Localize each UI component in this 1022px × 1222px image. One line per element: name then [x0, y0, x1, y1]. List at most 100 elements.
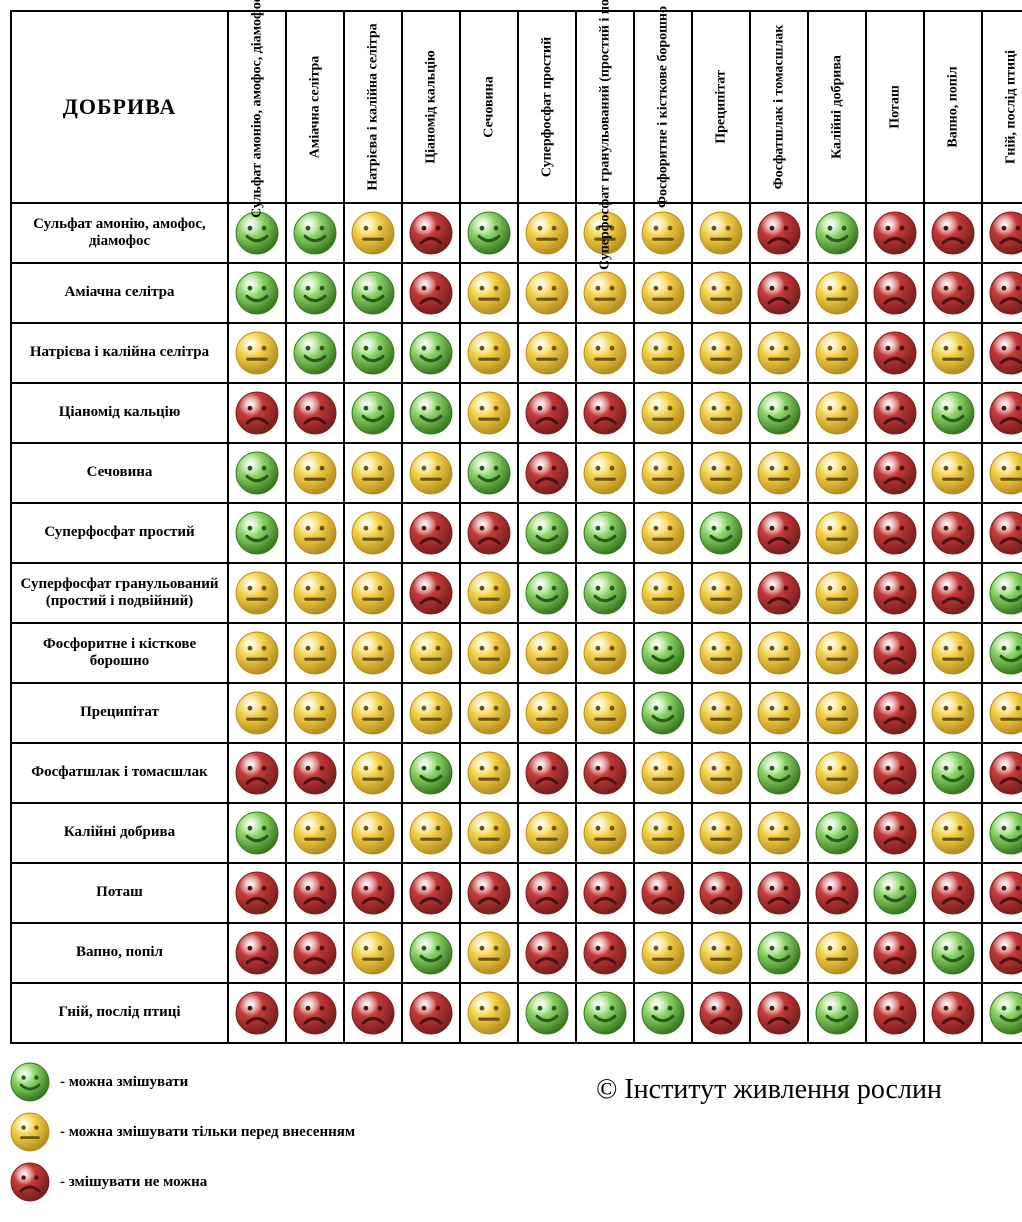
- neutral-icon: [983, 691, 1022, 735]
- compatibility-cell: [808, 923, 866, 983]
- frown-icon: [577, 751, 633, 795]
- compatibility-cell: [750, 623, 808, 683]
- smile-icon: [809, 211, 865, 255]
- row-header: Натрієва і калійна селітра: [11, 323, 228, 383]
- compatibility-cell: [750, 203, 808, 263]
- compatibility-cell: [286, 443, 344, 503]
- neutral-icon: [287, 691, 343, 735]
- compatibility-cell: [750, 863, 808, 923]
- smile-icon: [403, 931, 459, 975]
- neutral-icon: [345, 211, 401, 255]
- smile-icon: [925, 751, 981, 795]
- neutral-icon: [693, 571, 749, 615]
- compatibility-cell: [634, 743, 692, 803]
- frown-icon: [403, 511, 459, 555]
- compatibility-cell: [576, 443, 634, 503]
- table-row: Преципітат: [11, 683, 1022, 743]
- compatibility-cell: [808, 323, 866, 383]
- compatibility-cell: [460, 263, 518, 323]
- compatibility-cell: [460, 383, 518, 443]
- frown-icon: [403, 211, 459, 255]
- compatibility-cell: [518, 323, 576, 383]
- compatibility-cell: [692, 443, 750, 503]
- smile-icon: [519, 511, 575, 555]
- compatibility-cell: [460, 443, 518, 503]
- compatibility-cell: [286, 323, 344, 383]
- compatibility-cell: [460, 683, 518, 743]
- neutral-icon: [635, 811, 691, 855]
- compatibility-cell: [518, 263, 576, 323]
- smile-icon: [693, 511, 749, 555]
- compatibility-cell: [634, 983, 692, 1043]
- neutral-icon: [635, 451, 691, 495]
- frown-icon: [519, 391, 575, 435]
- compatibility-cell: [286, 383, 344, 443]
- neutral-icon: [635, 211, 691, 255]
- smile-icon: [287, 211, 343, 255]
- frown-icon: [519, 451, 575, 495]
- compatibility-cell: [518, 923, 576, 983]
- column-header-label: Калійні добрива: [829, 55, 844, 159]
- smile-icon: [287, 271, 343, 315]
- legend-item: - змішувати не можна: [10, 1162, 496, 1202]
- row-header: Калійні добрива: [11, 803, 228, 863]
- column-header: Фосфатшлак і томасшлак: [750, 11, 808, 203]
- frown-icon: [867, 391, 923, 435]
- compatibility-cell: [634, 443, 692, 503]
- column-header-label: Суперфосфат гранульований (простий і под…: [597, 0, 612, 270]
- column-header: Ціаномід кальцію: [402, 11, 460, 203]
- compatibility-cell: [866, 383, 924, 443]
- neutral-icon: [751, 631, 807, 675]
- compatibility-cell: [402, 323, 460, 383]
- compatibility-cell: [750, 983, 808, 1043]
- compatibility-cell: [344, 803, 402, 863]
- table-title-cell: ДОБРИВА: [11, 11, 228, 203]
- compatibility-cell: [982, 983, 1022, 1043]
- column-header-label: Аміачна селітра: [307, 56, 322, 159]
- column-header: Вапно, попіл: [924, 11, 982, 203]
- table-title: ДОБРИВА: [63, 94, 177, 119]
- compatibility-cell: [634, 263, 692, 323]
- compatibility-cell: [982, 383, 1022, 443]
- compatibility-cell: [518, 383, 576, 443]
- compatibility-cell: [982, 263, 1022, 323]
- compatibility-cell: [286, 743, 344, 803]
- compatibility-cell: [982, 623, 1022, 683]
- table-row: Сульфат амонію, амофос, діамофос: [11, 203, 1022, 263]
- neutral-icon: [287, 451, 343, 495]
- neutral-icon: [925, 691, 981, 735]
- smile-icon: [403, 331, 459, 375]
- compatibility-cell: [808, 443, 866, 503]
- neutral-icon: [809, 751, 865, 795]
- compatibility-cell: [228, 563, 286, 623]
- compatibility-cell: [924, 803, 982, 863]
- neutral-icon: [519, 631, 575, 675]
- compatibility-cell: [402, 203, 460, 263]
- legend-item: - можна змішувати: [10, 1062, 496, 1102]
- column-header-label: Поташ: [887, 85, 902, 129]
- frown-icon: [229, 871, 285, 915]
- compatibility-cell: [808, 623, 866, 683]
- compatibility-cell: [518, 623, 576, 683]
- neutral-icon: [809, 511, 865, 555]
- compatibility-cell: [982, 683, 1022, 743]
- compatibility-cell: [402, 863, 460, 923]
- frown-icon: [867, 931, 923, 975]
- column-header-label: Гній, послід птиці: [1003, 50, 1018, 164]
- compatibility-cell: [634, 203, 692, 263]
- compatibility-cell: [518, 203, 576, 263]
- frown-icon: [867, 691, 923, 735]
- frown-icon: [693, 991, 749, 1035]
- neutral-icon: [287, 631, 343, 675]
- frown-icon: [867, 751, 923, 795]
- compatibility-cell: [634, 383, 692, 443]
- smile-icon: [287, 331, 343, 375]
- compatibility-cell: [808, 263, 866, 323]
- compatibility-cell: [692, 623, 750, 683]
- frown-icon: [519, 931, 575, 975]
- compatibility-cell: [344, 983, 402, 1043]
- frown-icon: [925, 991, 981, 1035]
- neutral-icon: [461, 691, 517, 735]
- frown-icon: [287, 871, 343, 915]
- compatibility-cell: [750, 683, 808, 743]
